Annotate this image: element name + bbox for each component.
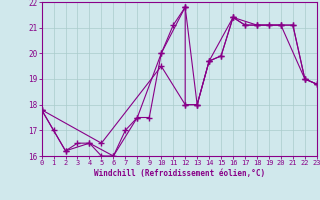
X-axis label: Windchill (Refroidissement éolien,°C): Windchill (Refroidissement éolien,°C) [94, 169, 265, 178]
